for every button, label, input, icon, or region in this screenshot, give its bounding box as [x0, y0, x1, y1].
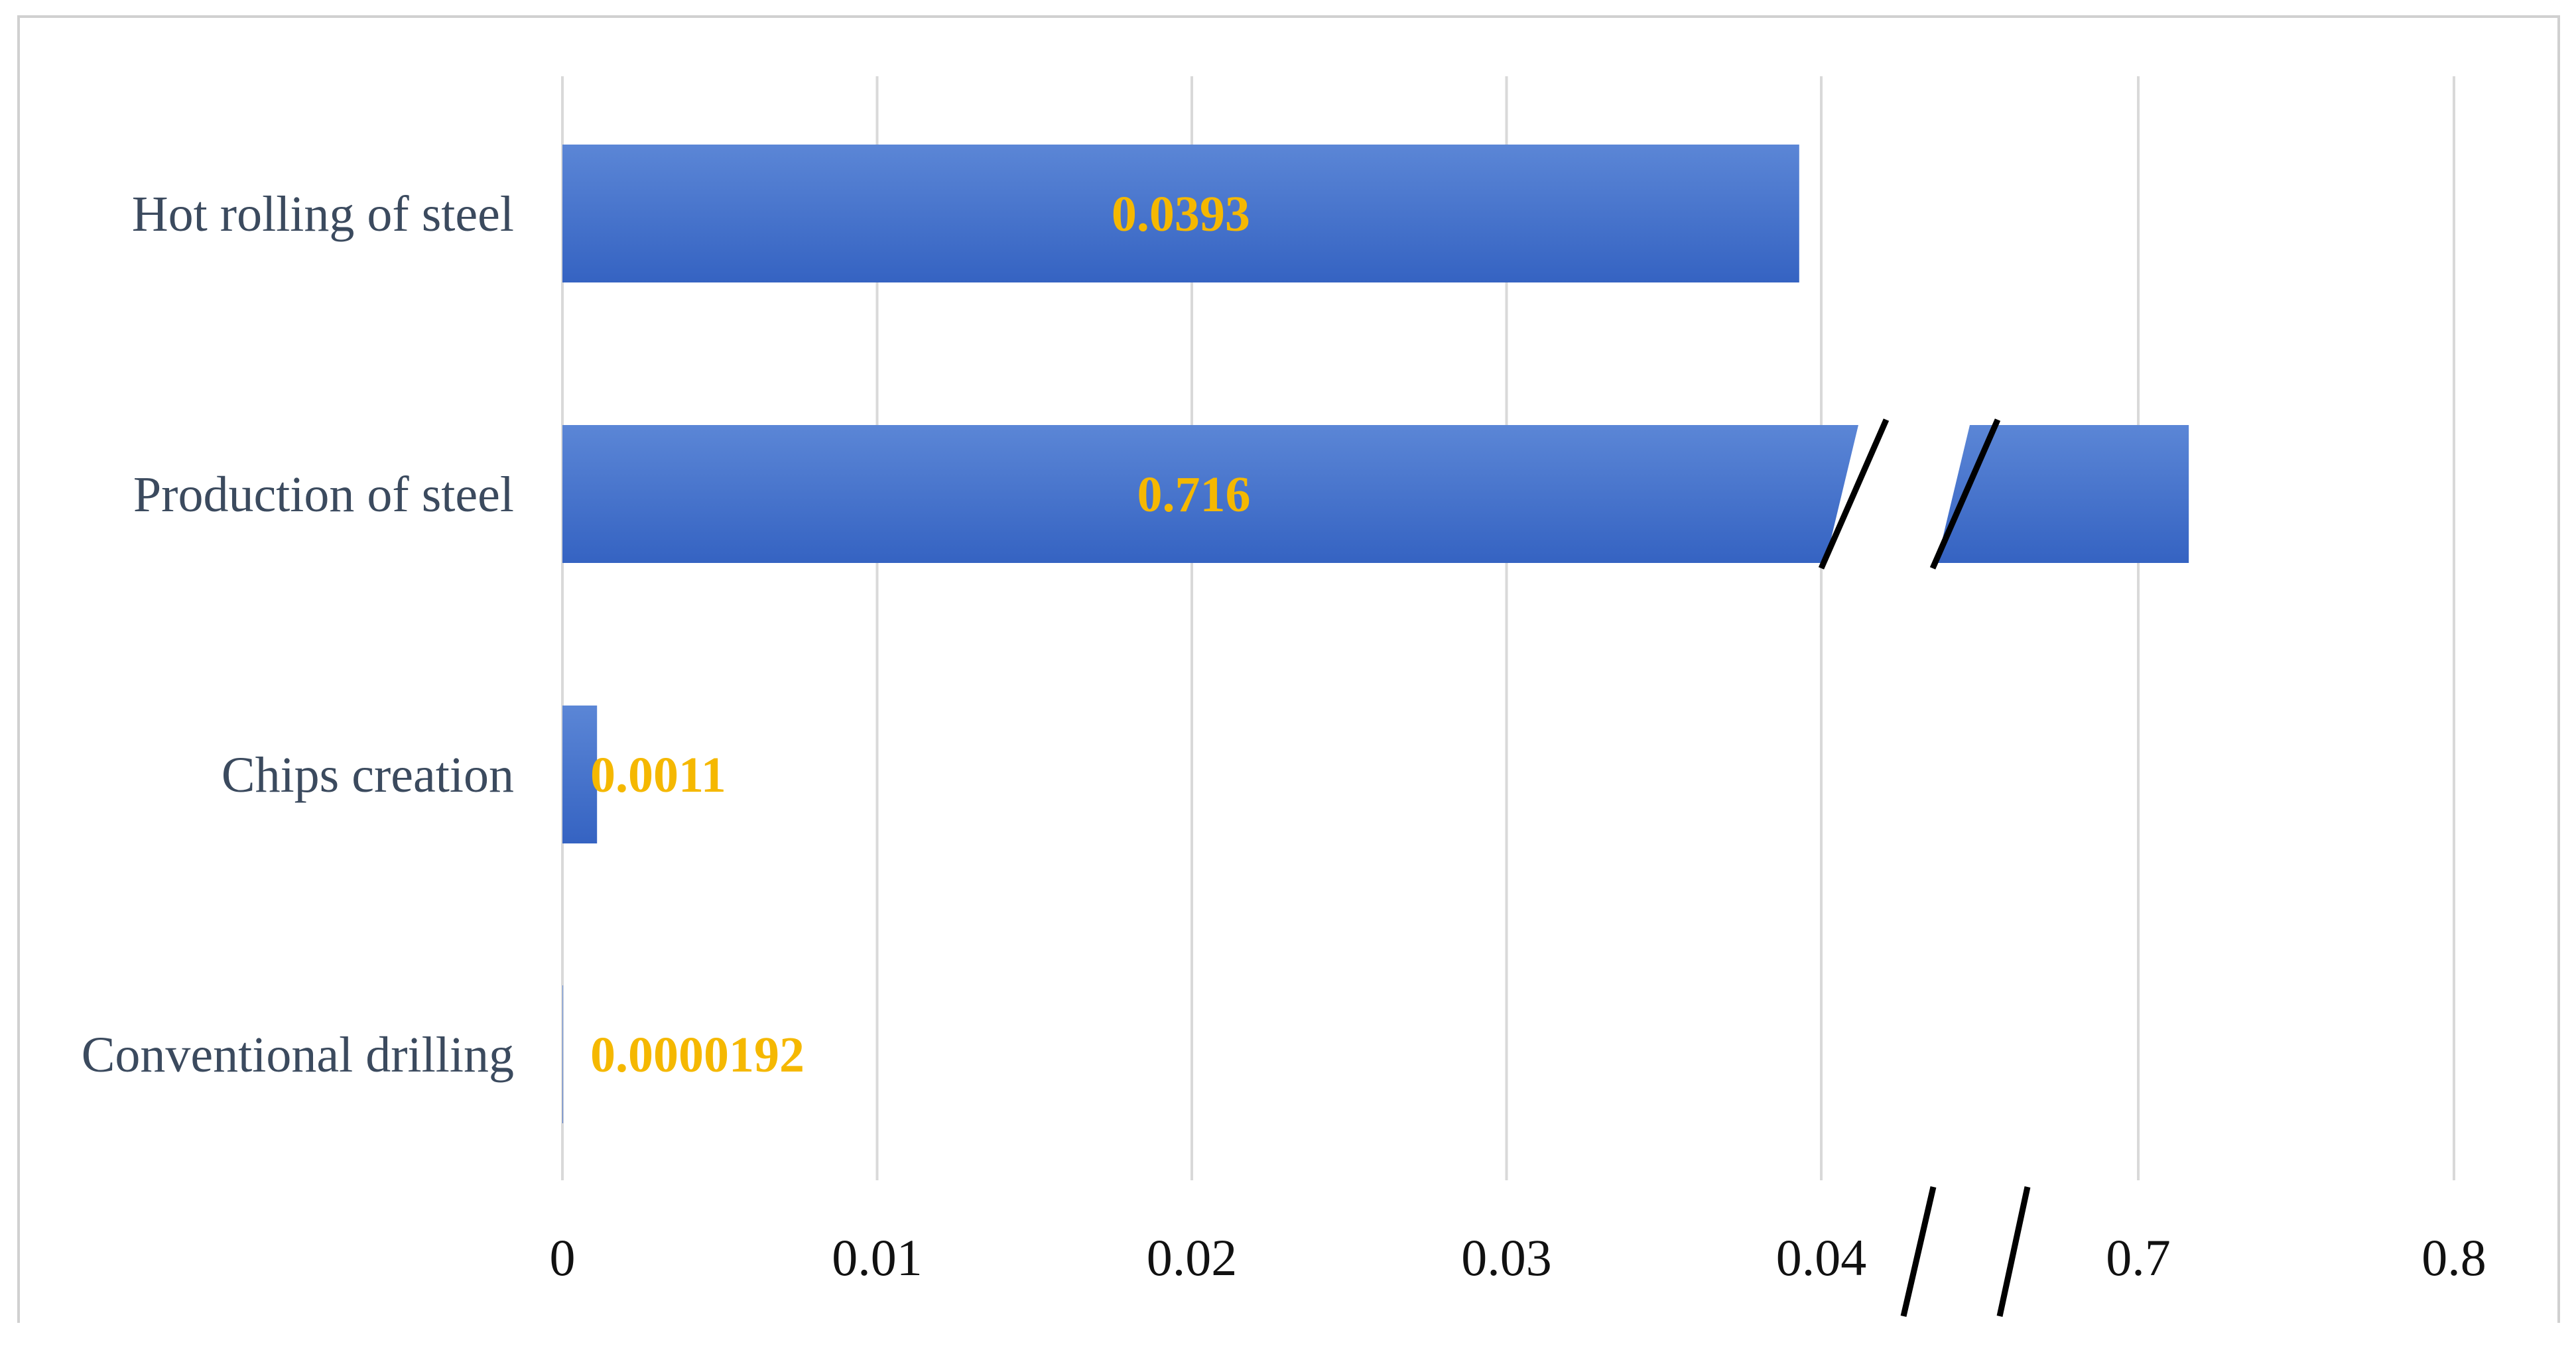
category-label: Hot rolling of steel [132, 186, 514, 242]
bar [562, 145, 1799, 282]
category-label: Conventional drilling [82, 1027, 514, 1083]
chart-frame [17, 15, 2560, 1323]
x-tick-label: 0.02 [1147, 1229, 1238, 1286]
axis-break-mark [1929, 418, 2001, 570]
data-label: 0.716 [1137, 467, 1251, 523]
axis-break-mark [1818, 418, 1890, 570]
data-label: 0.0000192 [590, 1027, 805, 1083]
category-label: Production of steel [133, 467, 514, 523]
data-label: 0.0393 [1112, 186, 1250, 242]
category-label: Chips creation [222, 747, 514, 803]
x-tick-label: 0.7 [2106, 1229, 2171, 1286]
bar [562, 706, 598, 843]
x-tick-label: 0.8 [2421, 1229, 2486, 1286]
x-tick-label: 0 [550, 1229, 576, 1286]
axis-break-mark [1900, 1186, 1937, 1318]
bar-production-of-steel-lower [562, 425, 1858, 563]
bar [562, 985, 563, 1123]
x-tick-label: 0.04 [1776, 1229, 1867, 1286]
x-tick-label: 0.01 [832, 1229, 923, 1286]
bar-production-of-steel-upper [1937, 425, 2189, 563]
axis-break-mark [1996, 1186, 2031, 1317]
x-tick-label: 0.03 [1461, 1229, 1552, 1286]
data-label: 0.0011 [590, 747, 726, 803]
